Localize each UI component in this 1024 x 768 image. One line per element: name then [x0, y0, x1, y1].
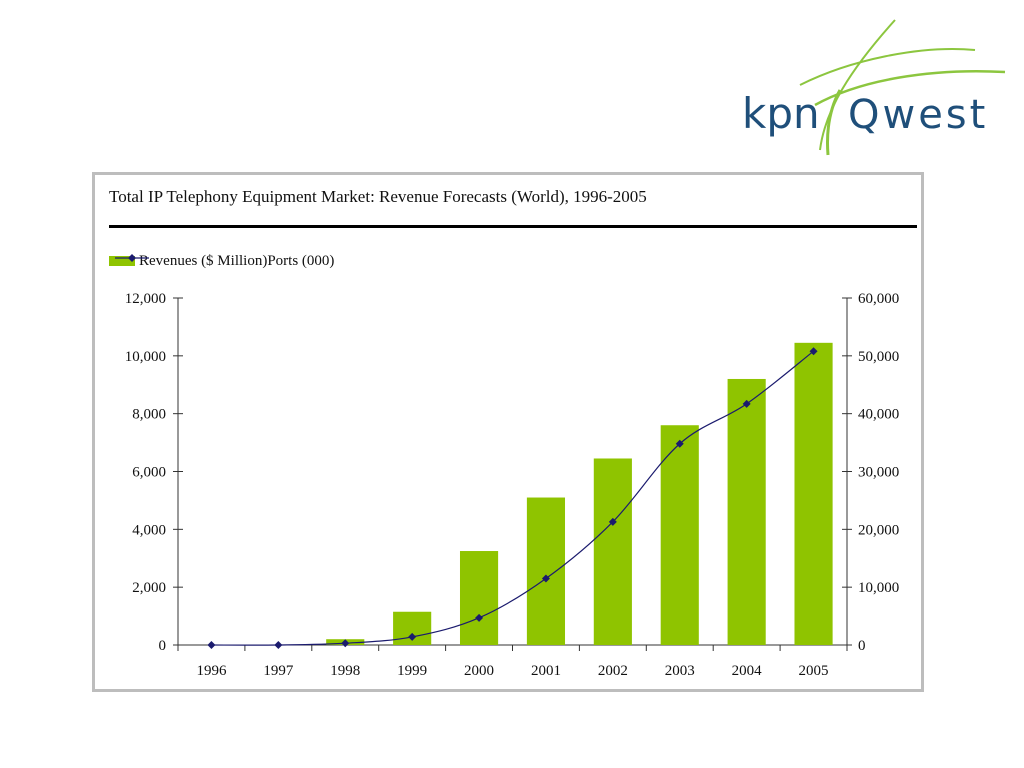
legend-bar-swatch — [109, 256, 135, 266]
y-left-tick-label: 2,000 — [132, 580, 166, 596]
chart-legend: Revenues ($ Million) Ports (000) — [109, 251, 334, 271]
x-tick-label: 2000 — [464, 663, 494, 679]
x-tick-label: 1998 — [330, 663, 360, 679]
title-divider — [109, 225, 917, 228]
x-tick-label: 2005 — [799, 663, 829, 679]
y-right-tick-label: 60,000 — [858, 291, 899, 307]
ports-point — [742, 399, 751, 408]
chart-plot: 0 2,000 4,000 6,000 8,000 10,000 12,000 0 10,000… — [125, 291, 900, 679]
ports-point — [475, 613, 484, 622]
bar — [794, 342, 833, 645]
y-left-tick-label: 0 — [159, 638, 167, 654]
kpnqwest-logo: kpn Qwest — [730, 10, 1010, 165]
y-left-tick-label: 4,000 — [132, 522, 166, 538]
kpnqwest-swoosh-icon: kpn Qwest — [742, 19, 1006, 156]
x-tick-label: 1996 — [196, 663, 227, 679]
y-right-tick-label: 20,000 — [858, 522, 899, 538]
chart-title: Total IP Telephony Equipment Market: Rev… — [109, 187, 647, 206]
ports-point — [675, 439, 684, 448]
chart-panel: Total IP Telephony Equipment Market: Rev… — [92, 172, 924, 692]
logo-text-kpn: kpn — [742, 89, 820, 138]
x-tick-label: 2001 — [531, 663, 561, 679]
y-right-tick-label: 30,000 — [858, 465, 899, 481]
ports-point — [408, 632, 417, 641]
legend-label-ports: Ports (000) — [267, 252, 335, 269]
logo-text-qwest: Qwest — [848, 92, 988, 138]
bar — [593, 458, 632, 645]
ports-point — [274, 641, 283, 649]
ports-point — [608, 517, 617, 526]
y-left-tick-label: 8,000 — [132, 407, 166, 423]
bar — [526, 497, 566, 645]
y-left-tick-label: 12,000 — [125, 291, 166, 307]
y-right-tick-label: 10,000 — [858, 580, 899, 596]
ports-point — [207, 641, 216, 649]
ports-point — [541, 574, 550, 583]
y-left-tick-label: 6,000 — [132, 465, 166, 481]
y-left-tick-label: 10,000 — [125, 349, 166, 365]
x-tick-label: 1997 — [263, 663, 294, 679]
x-tick-label: 2003 — [665, 663, 695, 679]
legend-label-revenues: Revenues ($ Million) — [139, 252, 268, 269]
y-right-tick-label: 0 — [858, 638, 866, 654]
x-tick-label: 2002 — [598, 663, 628, 679]
bar — [459, 551, 499, 645]
bar — [727, 378, 766, 645]
x-tick-label: 1999 — [397, 663, 427, 679]
y-right-tick-label: 40,000 — [858, 407, 899, 423]
ports-point — [341, 639, 350, 648]
y-right-tick-label: 50,000 — [858, 349, 899, 365]
bar — [660, 425, 699, 645]
ports-point — [809, 347, 818, 356]
legend-line-swatch — [115, 254, 149, 262]
ports-series-line — [211, 350, 814, 646]
x-tick-label: 2004 — [732, 663, 763, 679]
